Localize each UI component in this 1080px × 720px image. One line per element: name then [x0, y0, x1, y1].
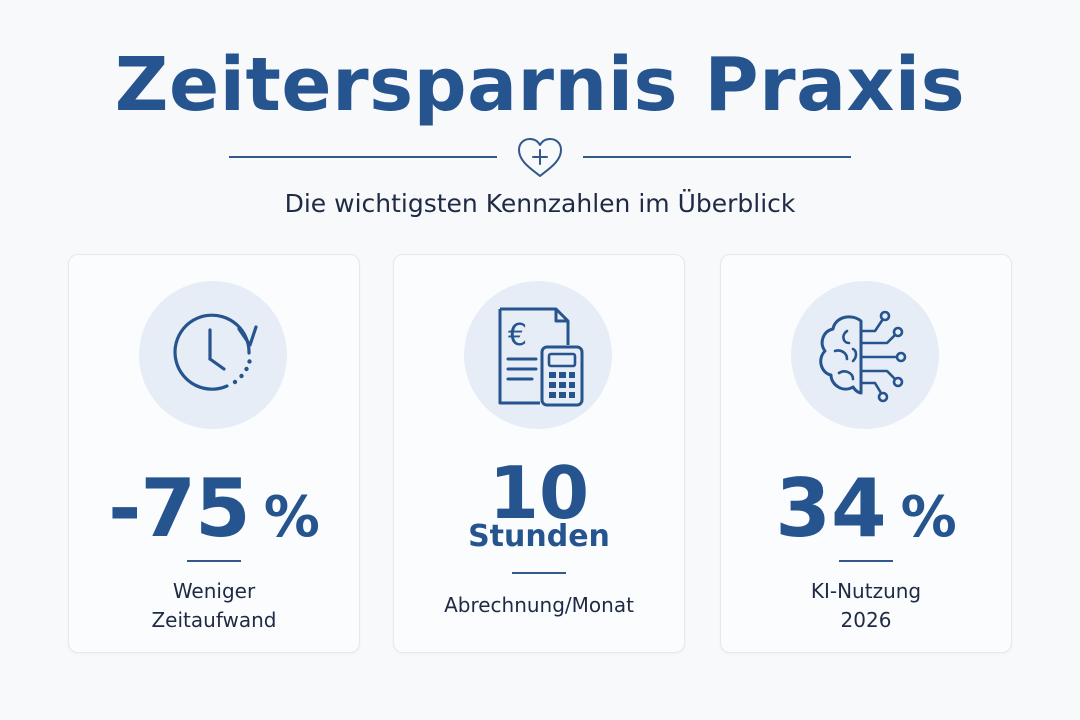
- title-divider-right: [583, 156, 851, 158]
- stat-value: 10: [488, 451, 590, 535]
- stat-caption-line: Abrechnung/Monat: [444, 593, 634, 617]
- clock-refresh-icon: [173, 313, 258, 391]
- stat-card-ai-usage: 34% KI-Nutzung 2026: [720, 254, 1012, 653]
- stat-card-billing-hours: € 10 Stunden Abrechnung/Monat: [393, 254, 685, 653]
- title-divider-left: [229, 156, 497, 158]
- brain-circuit-icon: [819, 310, 907, 403]
- heart-plus-icon: [518, 138, 562, 177]
- icon-badge: [139, 281, 287, 429]
- stat-unit: %: [263, 485, 320, 550]
- invoice-calculator-icon: €: [498, 307, 584, 407]
- icon-badge: [791, 281, 939, 429]
- stat-unit: Stunden: [468, 519, 610, 554]
- page-subtitle: Die wichtigsten Kennzahlen im Überblick: [284, 189, 796, 218]
- page-title: Zeitersparnis Praxis: [114, 42, 966, 128]
- stat-number: -75: [108, 462, 251, 555]
- stat-unit: %: [900, 485, 957, 550]
- stat-divider: [187, 560, 241, 562]
- stat-caption: KI-Nutzung 2026: [721, 577, 1011, 635]
- stat-value: -75%: [69, 461, 359, 566]
- stat-card-time-saved: -75% Weniger Zeitaufwand: [68, 254, 360, 653]
- stat-value: 34%: [721, 461, 1011, 566]
- stat-caption-line: Weniger: [172, 579, 256, 603]
- stat-caption: Abrechnung/Monat: [394, 591, 684, 620]
- stat-caption: Weniger Zeitaufwand: [69, 577, 359, 635]
- stat-caption-line: Zeitaufwand: [151, 608, 277, 632]
- stat-number: 34: [775, 462, 887, 555]
- stat-divider: [839, 560, 893, 562]
- stat-divider: [512, 572, 566, 574]
- icon-badge: €: [464, 281, 612, 429]
- svg-text:€: €: [508, 318, 527, 353]
- stat-caption-line: 2026: [840, 608, 892, 632]
- stat-caption-line: KI-Nutzung: [810, 579, 922, 603]
